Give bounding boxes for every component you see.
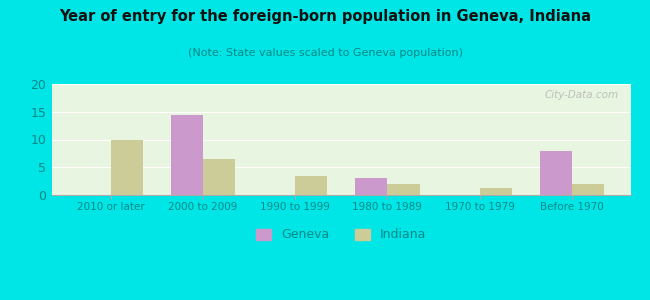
Bar xyxy=(480,188,512,195)
Bar xyxy=(387,184,420,195)
Text: City-Data.com: City-Data.com xyxy=(545,89,619,100)
Text: (Note: State values scaled to Geneva population): (Note: State values scaled to Geneva pop… xyxy=(187,48,463,58)
Bar xyxy=(203,159,235,195)
Bar xyxy=(170,115,203,195)
Bar xyxy=(355,178,387,195)
Bar xyxy=(295,176,328,195)
Bar xyxy=(111,140,143,195)
Bar xyxy=(572,184,604,195)
Legend: Geneva, Indiana: Geneva, Indiana xyxy=(252,224,431,247)
Bar xyxy=(540,151,572,195)
Text: Year of entry for the foreign-born population in Geneva, Indiana: Year of entry for the foreign-born popul… xyxy=(59,9,591,24)
